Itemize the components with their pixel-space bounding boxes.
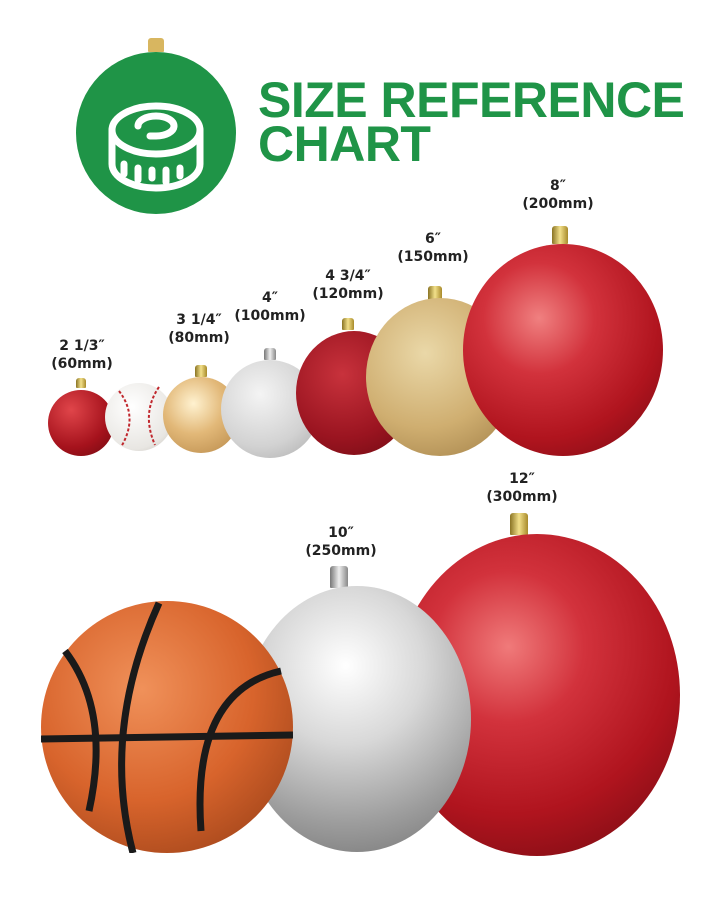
ornament-cap bbox=[76, 378, 86, 388]
size-label-60mm: 2 1/3″ (60mm) bbox=[51, 338, 113, 372]
basketball bbox=[40, 601, 294, 854]
title-line-2: CHART bbox=[258, 116, 431, 172]
tape-measure-icon bbox=[108, 102, 204, 192]
size-label-80mm: 3 1/4″ (80mm) bbox=[168, 312, 230, 346]
ornament-200mm-red-shiny bbox=[463, 244, 663, 456]
logo-ornament-cap bbox=[148, 38, 164, 52]
size-label-150mm: 6″ (150mm) bbox=[397, 231, 469, 265]
title-line-1: SIZE REFERENCE bbox=[258, 72, 685, 128]
logo-ornament bbox=[76, 52, 236, 214]
ornament-cap bbox=[330, 566, 348, 588]
ornament-cap bbox=[264, 348, 276, 360]
size-label-300mm: 12″ (300mm) bbox=[486, 471, 558, 505]
size-label-200mm: 8″ (200mm) bbox=[522, 178, 594, 212]
size-label-250mm: 10″ (250mm) bbox=[305, 525, 377, 559]
ornament-cap bbox=[342, 318, 354, 330]
ornament-cap bbox=[195, 365, 207, 377]
size-label-100mm: 4″ (100mm) bbox=[234, 290, 306, 324]
ornament-cap bbox=[428, 286, 442, 300]
ornament-cap bbox=[552, 226, 568, 244]
size-label-120mm: 4 3/4″ (120mm) bbox=[312, 268, 384, 302]
ornament-cap bbox=[510, 513, 528, 535]
ornament-60mm-red-glitter bbox=[48, 390, 114, 456]
baseball bbox=[105, 383, 173, 451]
